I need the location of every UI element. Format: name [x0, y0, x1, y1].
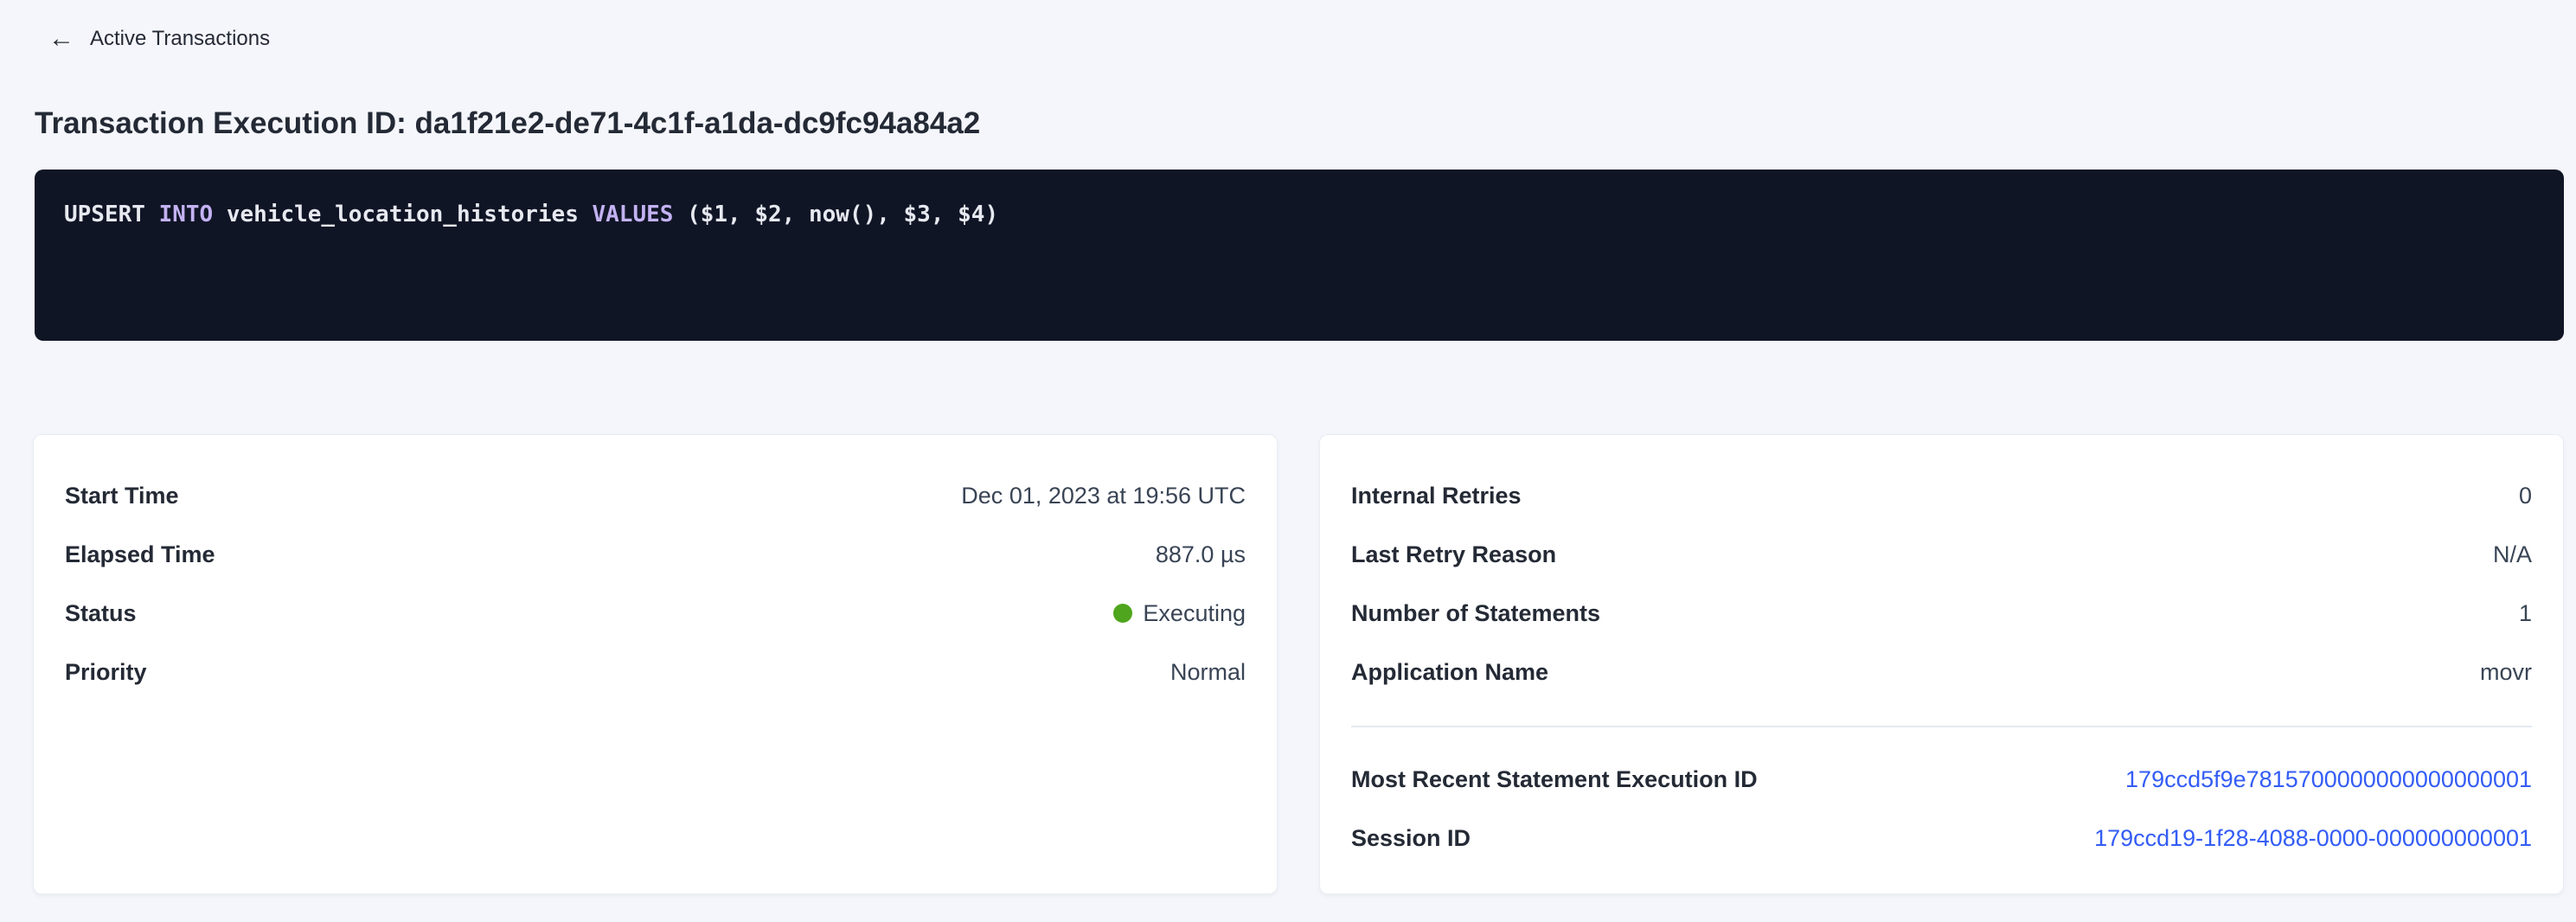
status-dot-icon: [1113, 604, 1133, 623]
priority-row: Priority Normal: [65, 643, 1246, 701]
internal-retries-row: Internal Retries 0: [1351, 466, 2532, 525]
row-label: Status: [65, 600, 137, 626]
status-badge: Executing: [1113, 599, 1246, 628]
arrow-left-icon: ←: [48, 24, 74, 53]
sql-keyword: INTO: [158, 202, 214, 227]
row-label: Number of Statements: [1351, 600, 1601, 626]
details-card: Internal Retries 0 Last Retry Reason N/A…: [1319, 434, 2564, 894]
row-value: 0: [2518, 483, 2532, 509]
start-time-row: Start Time Dec 01, 2023 at 19:56 UTC: [65, 466, 1246, 525]
session-id-row: Session ID 179ccd19-1f28-4088-0000-00000…: [1351, 809, 2532, 868]
number-of-statements-row: Number of Statements 1: [1351, 584, 2532, 643]
row-value: 1: [2518, 600, 2532, 626]
session-id-link[interactable]: 179ccd19-1f28-4088-0000-000000000001: [2094, 825, 2532, 851]
elapsed-time-row: Elapsed Time 887.0 µs: [65, 525, 1246, 584]
back-link[interactable]: ← Active Transactions: [48, 24, 270, 54]
card-divider: [1351, 726, 2532, 727]
row-value: N/A: [2492, 541, 2532, 567]
statement-execution-id-row: Most Recent Statement Execution ID 179cc…: [1351, 750, 2532, 809]
row-label: Last Retry Reason: [1351, 541, 1557, 567]
page-title: Transaction Execution ID: da1f21e2-de71-…: [35, 106, 981, 140]
row-value: Dec 01, 2023 at 19:56 UTC: [961, 483, 1246, 509]
row-label: Start Time: [65, 483, 179, 509]
last-retry-reason-row: Last Retry Reason N/A: [1351, 525, 2532, 584]
row-label: Elapsed Time: [65, 541, 215, 567]
application-name-row: Application Name movr: [1351, 643, 2532, 701]
row-label: Internal Retries: [1351, 483, 1522, 509]
overview-card: Start Time Dec 01, 2023 at 19:56 UTC Ela…: [33, 434, 1278, 894]
sql-keyword: VALUES: [592, 202, 674, 227]
row-value: Normal: [1169, 659, 1246, 685]
statement-execution-id-link[interactable]: 179ccd5f9e7815700000000000000001: [2125, 766, 2532, 792]
row-value: 887.0 µs: [1155, 541, 1246, 567]
sql-token: vehicle_location_histories: [213, 202, 593, 227]
summary-cards: Start Time Dec 01, 2023 at 19:56 UTC Ela…: [33, 434, 2564, 894]
sql-token: UPSERT: [64, 202, 159, 227]
row-label: Application Name: [1351, 659, 1549, 685]
back-link-label: Active Transactions: [90, 27, 271, 50]
sql-statement-box: UPSERT INTO vehicle_location_histories V…: [35, 170, 2564, 341]
row-label: Most Recent Statement Execution ID: [1351, 766, 1758, 792]
row-label: Priority: [65, 659, 147, 685]
status-text: Executing: [1143, 600, 1246, 626]
status-row: Status Executing: [65, 584, 1246, 643]
sql-token: ($1, $2, now(), $3, $4): [673, 202, 999, 227]
row-label: Session ID: [1351, 825, 1471, 851]
row-value: movr: [2480, 659, 2532, 685]
